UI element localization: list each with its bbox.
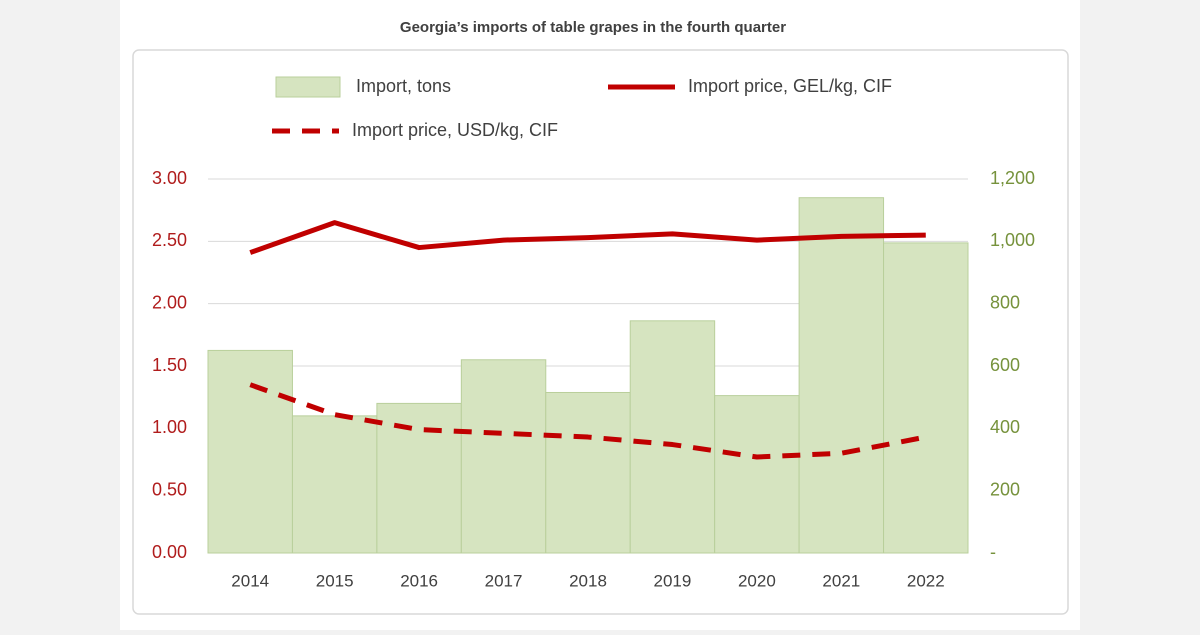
y-tick-label: 0.00 — [152, 542, 187, 562]
legend-label: Import price, GEL/kg, CIF — [688, 76, 892, 96]
y2-tick-label: 800 — [990, 292, 1020, 312]
y2-tick-label: - — [990, 542, 996, 562]
y2-tick-label: 200 — [990, 479, 1020, 499]
line-series — [249, 220, 926, 255]
chart-title: Georgia’s imports of table grapes in the… — [400, 19, 786, 36]
legend-label: Import, tons — [356, 76, 451, 96]
bar — [629, 320, 716, 554]
bar — [714, 395, 800, 554]
bar — [207, 349, 293, 554]
bar — [460, 359, 547, 554]
x-tick-label: 2015 — [316, 571, 354, 590]
legend-label: Import price, USD/kg, CIF — [352, 120, 558, 140]
y-tick-label: 0.50 — [152, 479, 187, 499]
y2-tick-label: 400 — [990, 417, 1020, 437]
line-series — [249, 382, 927, 460]
y-tick-label: 1.00 — [152, 417, 187, 437]
y-tick-label: 1.50 — [152, 355, 187, 375]
bar — [883, 242, 969, 554]
legend: Import, tons Import price, GEL/kg, CIF Imp… — [272, 76, 892, 140]
x-tick-label: 2017 — [485, 571, 523, 590]
x-tick-label: 2021 — [822, 571, 860, 590]
x-tick-label: 2022 — [907, 571, 945, 590]
y-tick-label: 2.00 — [152, 292, 187, 312]
legend-swatch — [275, 76, 341, 98]
y-tick-label: 3.00 — [152, 168, 187, 188]
y2-tick-label: 600 — [990, 355, 1020, 375]
bar — [798, 197, 885, 554]
x-tick-label: 2018 — [569, 571, 607, 590]
y-tick-label: 2.50 — [152, 230, 187, 250]
y2-tick-label: 1,000 — [990, 230, 1035, 250]
x-tick-label: 2020 — [738, 571, 776, 590]
bar — [291, 415, 378, 554]
y2-tick-label: 1,200 — [990, 168, 1035, 188]
bar — [545, 391, 631, 554]
x-tick-label: 2014 — [231, 571, 269, 590]
x-tick-label: 2019 — [654, 571, 692, 590]
bar — [376, 402, 462, 554]
x-tick-label: 2016 — [400, 571, 438, 590]
